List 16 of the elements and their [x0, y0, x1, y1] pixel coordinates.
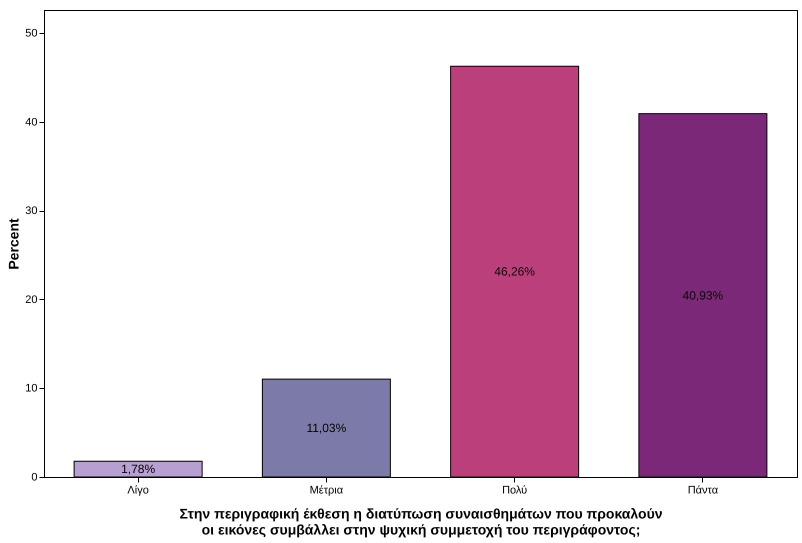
y-tick-label: 30	[25, 205, 38, 218]
data-label: 40,93%	[682, 288, 724, 302]
x-axis-title: Στην περιγραφική έκθεση η διατύπωση συναισθημάτων που προκαλούν οι εικόνες συμβάλλει στην ψυχική συμμετοχή του περιγράφοντος;	[179, 506, 663, 538]
x-tick-label: Πολύ	[502, 484, 528, 496]
y-axis-title: Percent	[5, 218, 22, 270]
y-tick-label: 10	[25, 382, 38, 395]
x-tick-label: Μέτρια	[310, 484, 344, 496]
x-tick-label: Λίγο	[127, 484, 149, 496]
data-label: 46,26%	[494, 264, 536, 279]
y-tick-label: 0	[31, 472, 38, 484]
y-tick-label: 50	[25, 28, 38, 40]
x-tick-label: Πάντα	[688, 484, 719, 496]
y-tick-label: 40	[25, 116, 38, 128]
data-label: 1,78%	[121, 462, 156, 476]
data-label: 11,03%	[306, 421, 347, 436]
y-tick-label: 20	[25, 294, 38, 306]
